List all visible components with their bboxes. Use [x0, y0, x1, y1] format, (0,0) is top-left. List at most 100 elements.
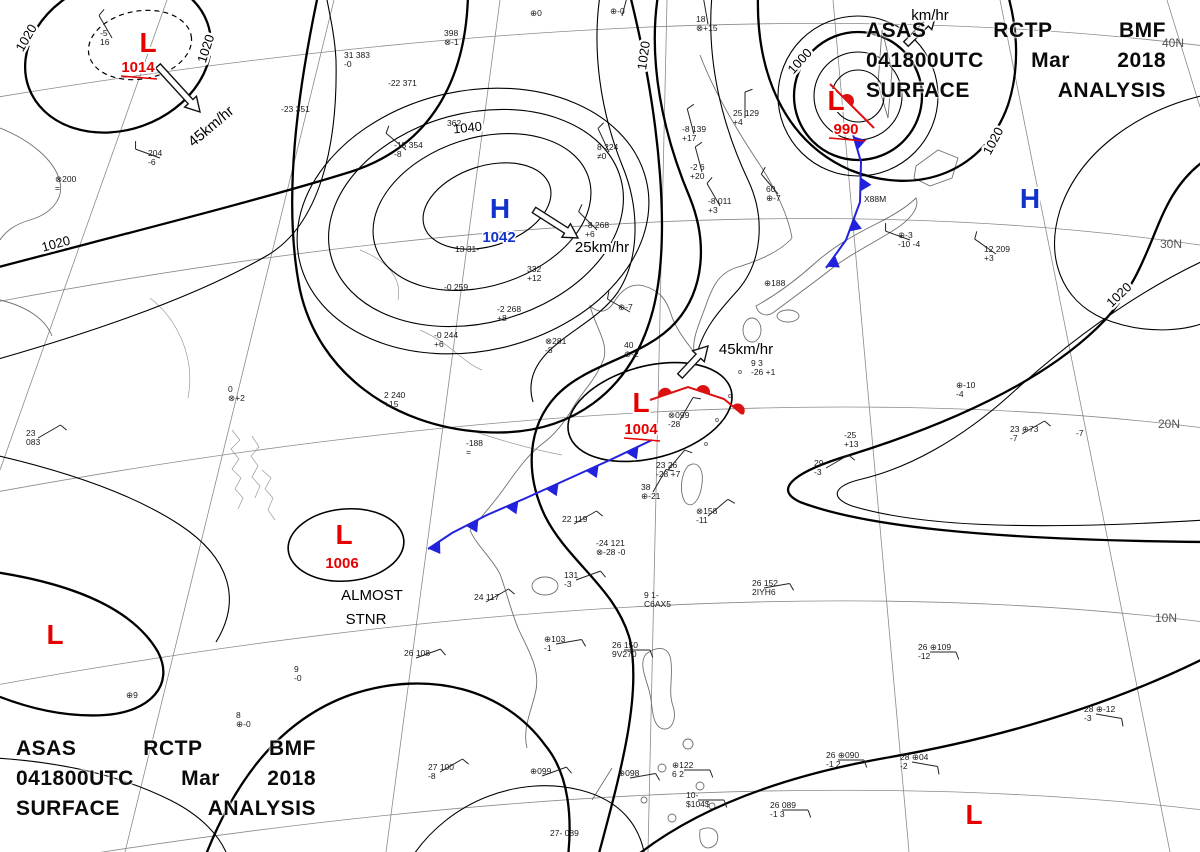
terrain-line	[261, 469, 276, 521]
wind-barb	[652, 469, 667, 493]
title-line-3: SURFACE ANALYSIS	[16, 796, 316, 820]
station-text: 9	[294, 664, 299, 674]
station-text: -28	[668, 419, 681, 429]
low-pressure-symbol: L	[965, 799, 982, 830]
wind-barb	[706, 183, 721, 207]
wind-barb	[911, 761, 938, 768]
station-plot: 23 26-28 +7	[656, 449, 693, 479]
isobar-low-1004	[567, 361, 733, 463]
pressure-value: 1042	[482, 229, 515, 246]
station-text: C6AX5	[644, 599, 671, 609]
station-text: -0 259	[444, 282, 468, 292]
wind-barb-tick	[937, 766, 940, 775]
wind-barb	[679, 397, 694, 421]
wind-barb	[1095, 713, 1122, 720]
station-text: ⊗+15	[696, 23, 718, 33]
isobar	[0, 571, 165, 717]
wind-barb	[707, 498, 729, 517]
station-text: 23	[26, 428, 36, 438]
wind-barb-tick	[760, 166, 766, 175]
station-text: +8	[497, 313, 507, 323]
station-text: ⊗-1	[444, 37, 459, 47]
station-plot: ⊗281-8	[545, 336, 567, 355]
station-text: +6	[434, 339, 444, 349]
cold-front-triangle	[505, 501, 519, 515]
station-text: -12	[918, 651, 931, 661]
station-plot: -22 371	[388, 78, 417, 88]
station-plot: 27- 089	[550, 828, 579, 838]
wind-barb-tick	[727, 498, 736, 504]
annotation-text: 45km/hr	[719, 341, 773, 358]
station-text: -8	[428, 771, 436, 781]
station-plot: -25+13	[844, 430, 859, 449]
pressure-mark	[828, 137, 866, 142]
cold-front-line	[427, 439, 653, 550]
station-text: -1 2	[826, 759, 841, 769]
isobar	[205, 682, 571, 852]
station-text: 332	[527, 264, 541, 274]
coastline-layer	[0, 29, 959, 849]
station-text: -0	[344, 59, 352, 69]
isobar	[639, 659, 1200, 852]
station-text: -188	[466, 438, 483, 448]
station-text: ⊗158	[696, 506, 718, 516]
isobar-label: 1020	[634, 40, 653, 71]
meridian-line	[124, 0, 335, 852]
terrain-line	[149, 297, 191, 399]
wind-barb-tick	[684, 449, 693, 454]
wind-barb	[578, 211, 598, 231]
isobar	[777, 15, 939, 177]
station-plot: ⊕-3-10 -4	[885, 223, 920, 249]
station-plot: 398⊗-1	[444, 28, 459, 47]
movement-arrow	[154, 62, 201, 114]
parallel-line	[0, 218, 1200, 302]
station-text: 26 089	[770, 800, 796, 810]
latitude-label: 30N	[1160, 237, 1182, 251]
wind-barb	[694, 146, 703, 173]
station-text: 25 129	[733, 108, 759, 118]
station-text: ⊕0	[530, 8, 542, 18]
station-plot: ⊗158-11	[696, 498, 736, 525]
latitude-label: 20N	[1158, 417, 1180, 431]
wind-barb-tick	[98, 9, 105, 16]
pressure-value: 990	[833, 121, 858, 138]
station-text: -8	[394, 149, 402, 159]
pressure-mark	[120, 75, 158, 80]
station-text: 16	[100, 37, 110, 47]
station-text: ⊕-2	[624, 349, 639, 359]
station-text: -18 354	[394, 140, 423, 150]
station-text: ⊕103	[544, 634, 566, 644]
isobar-label: 1020	[12, 21, 39, 54]
title-block-bottom-left: ASAS RCTP BMF 041800UTC Mar 2018 SURFACE…	[16, 734, 316, 823]
station-text: -24 121	[596, 538, 625, 548]
wind-barb	[135, 148, 161, 159]
wind-barb-tick	[694, 141, 703, 148]
wind-barb	[703, 0, 709, 25]
wind-barb-tick	[440, 648, 446, 656]
coastline-island	[877, 29, 893, 119]
wind-barb-tick	[1121, 718, 1124, 727]
low-pressure-symbol: L	[632, 387, 649, 418]
coastline-path	[699, 54, 793, 239]
station-plot: 0⊗+2	[228, 384, 245, 403]
station-text: 40	[624, 340, 634, 350]
station-plot: 2 240+15	[384, 390, 406, 409]
station-text: -0 244	[434, 330, 458, 340]
station-plot: 60⊕-7	[760, 166, 781, 203]
station-plot: 18⊗+15	[696, 0, 718, 33]
wind-barb-tick	[974, 231, 978, 240]
station-plot: 9 1-C6AX5	[644, 590, 671, 609]
station-text: 8	[236, 710, 241, 720]
station-plot: ⊕0	[530, 8, 542, 18]
meridian-line	[832, 0, 910, 852]
station-plot: ⊕9	[126, 690, 138, 700]
wind-barb	[541, 766, 567, 777]
pressure-value: 1014	[121, 59, 155, 76]
wind-barb-tick	[789, 583, 795, 591]
meridian-line	[999, 0, 1171, 852]
station-text: -28 +7	[656, 469, 681, 479]
